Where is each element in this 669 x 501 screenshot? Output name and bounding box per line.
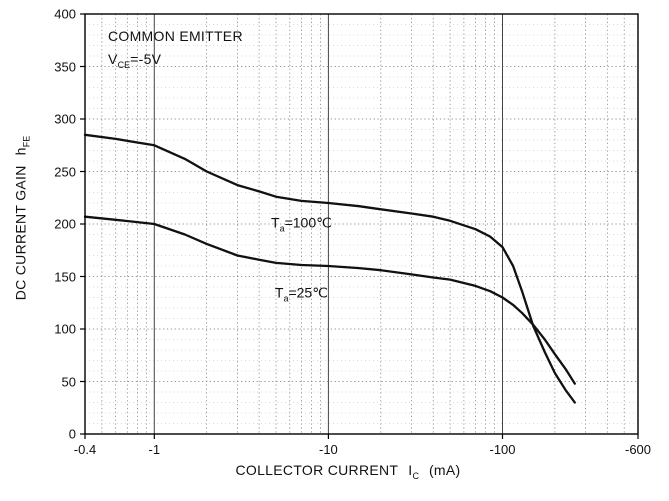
y-axis-title-text: DC CURRENT GAIN <box>12 165 29 301</box>
curve-label-value: =25℃ <box>288 284 328 301</box>
y-tick-label: 300 <box>54 111 76 127</box>
curve-label-subscript: a <box>283 293 289 304</box>
annotation-common-emitter: COMMON EMITTER <box>108 28 243 44</box>
x-axis-unit: (mA) <box>428 462 461 478</box>
y-axis-symbol: h <box>12 147 29 156</box>
y-axis-symbol-subscript: FE <box>21 135 32 148</box>
x-tick-label: -1 <box>148 442 161 457</box>
annotation-text: COMMON EMITTER <box>108 28 243 44</box>
annotation-vce: VCE=-5V <box>108 51 161 70</box>
y-tick-label: 150 <box>54 269 76 284</box>
y-tick-label: 250 <box>54 164 76 179</box>
series-curve-1 <box>83 215 576 385</box>
x-axis-symbol-subscript: C <box>412 471 419 481</box>
curve-label-subscript: a <box>279 223 285 234</box>
y-tick-label: 0 <box>68 426 76 442</box>
vce-subscript: CE <box>117 60 131 70</box>
x-axis-title-text: COLLECTOR CURRENT <box>235 462 399 478</box>
curve-label: Ta=100℃ <box>271 215 332 234</box>
plot-frame <box>84 13 639 435</box>
series-curve-0 <box>83 133 576 404</box>
y-tick-label: 50 <box>61 374 76 389</box>
x-tick-label: -600 <box>624 442 652 457</box>
x-axis-title: COLLECTOR CURRENT IC (mA) <box>236 462 461 481</box>
vce-symbol: V <box>108 51 118 67</box>
curve-label-value: =100℃ <box>284 214 332 231</box>
y-axis-title: DC CURRENT GAIN hFE <box>13 136 32 301</box>
y-tick-label: 200 <box>54 216 76 232</box>
vce-value: =-5V <box>130 51 162 67</box>
x-tick-label: -0.4 <box>73 442 97 457</box>
y-tick-label: 100 <box>54 321 76 337</box>
x-tick-label: -10 <box>318 442 338 457</box>
curve-label-symbol: T <box>274 284 284 301</box>
y-tick-label: 400 <box>54 6 76 22</box>
x-axis-symbol: I <box>408 462 413 478</box>
y-tick-label: 350 <box>54 59 76 74</box>
x-tick-label: -100 <box>489 442 516 457</box>
curve-label-symbol: T <box>271 214 280 231</box>
curve-label: Ta=25℃ <box>275 285 328 304</box>
